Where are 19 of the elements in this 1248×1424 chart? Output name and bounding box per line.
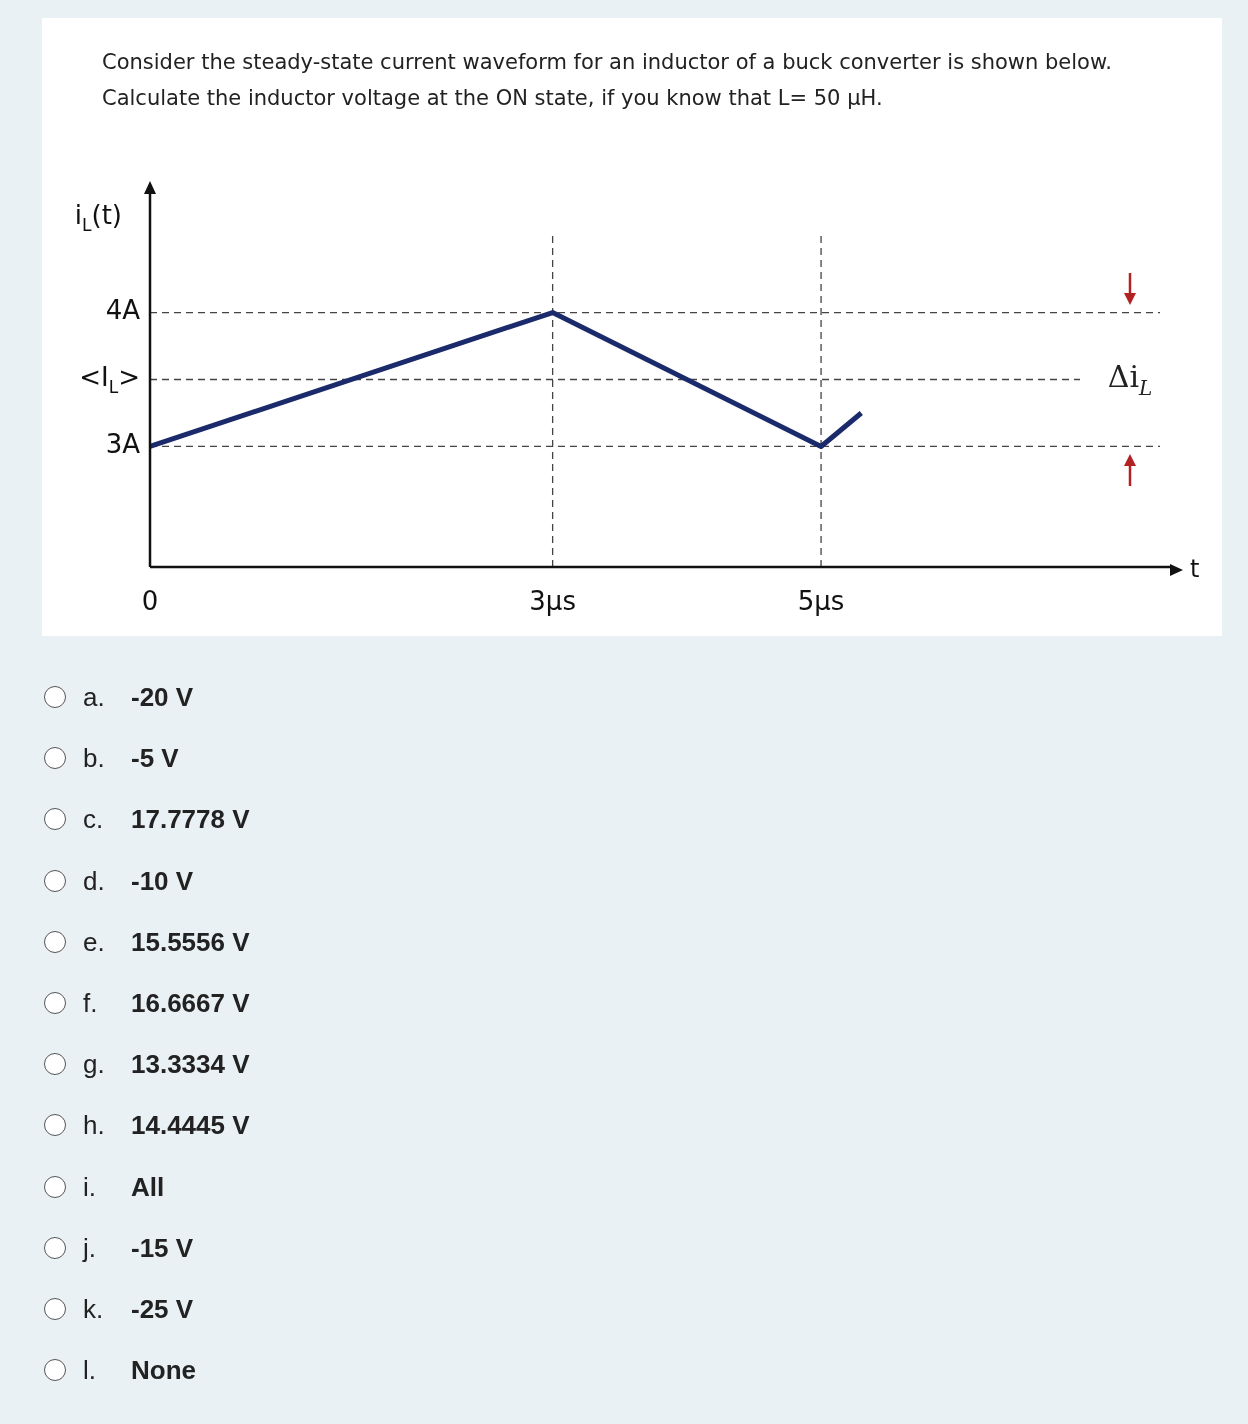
text: a. -20 V — [83, 682, 194, 713]
x-tick-label: 0 — [141, 585, 159, 616]
text: f. 16.6667 V — [83, 987, 250, 1018]
x-tick-label: 3µs — [529, 585, 576, 616]
text: k. -25 V — [83, 1293, 194, 1325]
text: l. None — [83, 1355, 196, 1386]
text: c. 17.7778 V — [83, 804, 250, 836]
text: j. -15 V — [83, 1232, 194, 1263]
text: g. 13.3334 V — [83, 1049, 250, 1081]
text: h. 14.4445 V — [83, 1110, 250, 1142]
x-axis-title: t — [1190, 555, 1200, 584]
x-tick-label: 5µs — [797, 585, 845, 616]
text: b. -5 V — [83, 743, 179, 775]
text: d. -10 V — [83, 865, 194, 897]
y-tick-label: 3A — [105, 429, 141, 460]
text: e. 15.5556 V — [83, 926, 250, 958]
y-tick-label: 4A — [105, 295, 141, 326]
text: i. All — [83, 1171, 165, 1202]
chart-title: Consider the steady-state current waveform for an inductor of a buck converter is shown below. Calculate the inductor voltage at the ON state, if you know that L= 50 µH. — [102, 49, 1113, 112]
